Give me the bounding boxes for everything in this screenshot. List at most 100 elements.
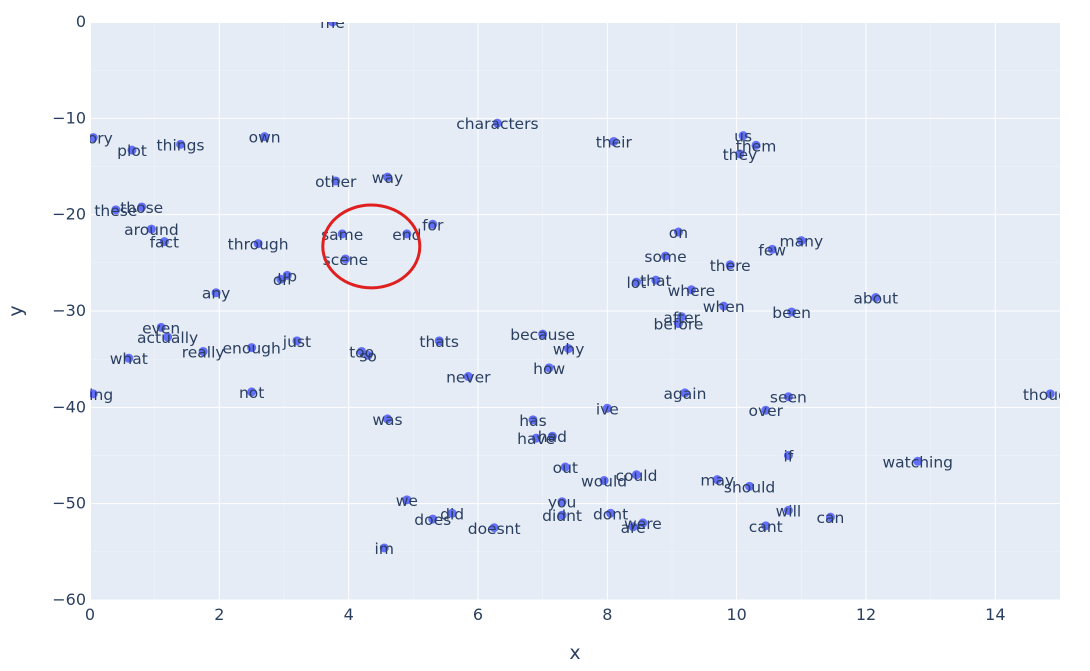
point-marker xyxy=(631,470,641,480)
point-label: why xyxy=(553,341,585,359)
point-marker xyxy=(712,475,722,485)
point-label: should xyxy=(724,478,775,496)
point-label: enough xyxy=(222,340,280,358)
point-label: may xyxy=(700,472,734,490)
y-tick-label: −40 xyxy=(52,397,86,416)
point-marker xyxy=(767,244,777,254)
point-marker xyxy=(260,132,270,142)
point-label: again xyxy=(663,385,706,403)
point-label: us xyxy=(734,128,752,146)
point-marker xyxy=(825,512,835,522)
point-marker xyxy=(492,118,502,128)
point-marker xyxy=(402,229,412,239)
y-tick-label: −50 xyxy=(52,494,86,513)
point-marker xyxy=(719,301,729,311)
point-marker xyxy=(489,523,499,533)
point-label: over xyxy=(748,402,783,420)
point-marker xyxy=(253,239,263,249)
point-label: could xyxy=(615,467,657,485)
x-tick-label: 12 xyxy=(856,605,876,624)
point-marker xyxy=(751,140,761,150)
point-label: because xyxy=(510,326,575,344)
point-label: thing xyxy=(73,386,113,404)
point-marker xyxy=(528,415,538,425)
point-label: same xyxy=(321,226,363,244)
point-label: where xyxy=(668,282,716,300)
point-label: ive xyxy=(596,400,619,418)
point-label: scene xyxy=(323,251,369,269)
x-tick-label: 4 xyxy=(344,605,354,624)
point-marker xyxy=(156,322,166,332)
point-marker xyxy=(661,251,671,261)
point-marker xyxy=(331,176,341,186)
point-marker xyxy=(602,403,612,413)
point-marker xyxy=(783,505,793,515)
point-label: for xyxy=(422,216,444,234)
point-marker xyxy=(609,136,619,146)
point-label: these xyxy=(94,202,137,220)
point-label: will xyxy=(776,502,802,520)
point-label: too xyxy=(349,343,374,361)
point-label: doesnt xyxy=(468,520,521,538)
point-label: so xyxy=(359,347,377,365)
point-marker xyxy=(913,456,923,466)
point-label: things xyxy=(157,136,205,154)
point-label: had xyxy=(538,428,567,446)
point-marker xyxy=(557,497,567,507)
point-marker xyxy=(282,270,292,280)
point-label: didnt xyxy=(542,507,582,525)
point-label: cant xyxy=(749,518,783,536)
x-tick-label: 2 xyxy=(214,605,224,624)
y-tick-label: −20 xyxy=(52,205,86,224)
point-marker xyxy=(434,336,444,346)
x-tick-label: 8 xyxy=(602,605,612,624)
point-marker xyxy=(292,336,302,346)
point-label: fact xyxy=(150,234,180,252)
point-label: can xyxy=(817,509,845,527)
point-label: not xyxy=(239,384,264,402)
point-label: dont xyxy=(593,505,628,523)
point-label: though xyxy=(1023,386,1078,404)
axis-ticks: 0 2 4 6 8 10 12 14 0 −10 −20 −30 −40 −50 −60 xyxy=(52,12,1005,624)
point-label: some xyxy=(644,248,686,266)
point-label: how xyxy=(533,360,565,378)
point-marker xyxy=(686,285,696,295)
point-marker xyxy=(531,433,541,443)
point-label: those xyxy=(120,199,163,217)
point-label: would xyxy=(581,473,627,491)
point-label: that xyxy=(640,272,671,290)
point-label: their xyxy=(596,133,633,151)
point-marker xyxy=(146,224,156,234)
point-label: few xyxy=(758,241,786,259)
point-marker xyxy=(127,145,137,155)
point-marker xyxy=(783,451,793,460)
point-label: story xyxy=(74,130,113,148)
y-tick-label: −10 xyxy=(52,108,86,127)
annotation xyxy=(321,203,422,290)
point-label: did xyxy=(440,505,464,523)
point-marker xyxy=(137,202,147,212)
point-label: when xyxy=(703,298,745,316)
point-marker xyxy=(544,363,554,373)
y-tick-label: −60 xyxy=(52,590,86,609)
point-marker xyxy=(402,495,412,505)
point-marker xyxy=(90,389,98,399)
point-label: just xyxy=(282,333,311,351)
point-label: on xyxy=(669,224,688,242)
point-marker xyxy=(379,543,389,553)
point-marker xyxy=(871,293,881,303)
point-label: about xyxy=(853,290,898,308)
point-marker xyxy=(599,476,609,486)
point-marker xyxy=(738,131,748,141)
point-marker xyxy=(761,521,771,531)
point-label: has xyxy=(519,412,546,430)
point-marker xyxy=(463,372,473,382)
point-marker xyxy=(163,332,173,342)
point-label: what xyxy=(110,350,148,368)
point-marker xyxy=(628,522,638,532)
point-marker xyxy=(796,236,806,246)
grid-lines xyxy=(89,21,1060,601)
